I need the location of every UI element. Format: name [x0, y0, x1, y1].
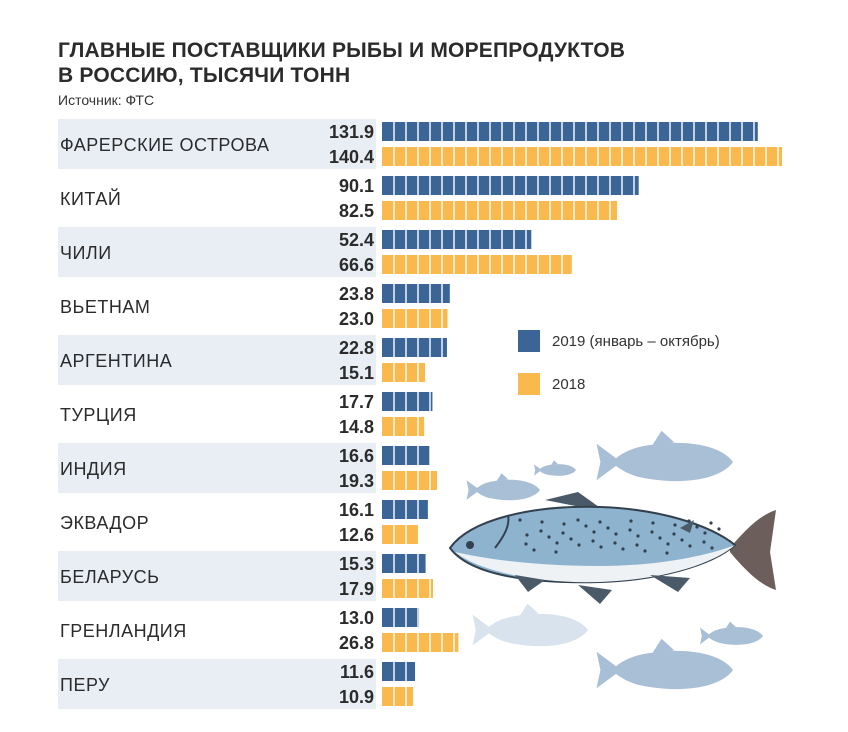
row-band	[58, 659, 376, 709]
bar-2018	[382, 255, 572, 274]
legend-swatch-2018	[518, 373, 540, 395]
value-label: 52.4	[339, 230, 374, 250]
salmon-icon	[448, 492, 776, 604]
value-label: 90.1	[339, 176, 374, 196]
bar-2018	[382, 309, 448, 328]
value-label: 131.9	[329, 122, 374, 142]
value-label: 16.6	[339, 446, 374, 466]
bar-2019	[382, 500, 428, 519]
category-label: ИНДИЯ	[60, 459, 127, 479]
bar-2018	[382, 687, 414, 706]
fish-silhouette-2	[466, 473, 540, 501]
bar-2019	[382, 392, 433, 411]
value-label: 17.9	[339, 579, 374, 599]
value-label: 140.4	[329, 147, 374, 167]
category-label: ЭКВАДОР	[60, 513, 149, 533]
bar-2018	[382, 525, 418, 544]
title-line-1: ГЛАВНЫЕ ПОСТАВЩИКИ РЫБЫ И МОРЕПРОДУКТОВ	[58, 39, 626, 62]
legend-label-2019: 2019 (январь – октябрь)	[552, 332, 720, 350]
source-note: Источник: ФТС	[58, 92, 155, 108]
bar-2019	[382, 608, 420, 627]
value-label: 22.8	[339, 338, 374, 358]
fish-silhouette-3	[534, 460, 576, 476]
value-label: 17.7	[339, 392, 374, 412]
row-band	[58, 227, 376, 277]
chart-rows: ФАРЕРСКИЕ ОСТРОВА КИТАЙ ЧИЛИ ВЬЕТНАМ АРГЕНТИ…	[58, 119, 376, 709]
legend-swatch-2019	[518, 330, 540, 352]
fish-silhouette-6	[700, 621, 763, 645]
bar-2019	[382, 662, 416, 681]
chart-bars: 131.9 140.4 90.1 82.5 52.4 66.6 23.8 23.0 22.8 15…	[329, 122, 782, 707]
value-label: 12.6	[339, 525, 374, 545]
category-label: ЧИЛИ	[60, 243, 112, 263]
bar-2019	[382, 554, 426, 573]
bar-2018	[382, 201, 618, 220]
bar-2018	[382, 417, 425, 436]
value-label: 23.8	[339, 284, 374, 304]
row-band	[58, 119, 376, 169]
bar-2018	[382, 579, 433, 598]
bar-2019	[382, 176, 639, 195]
bar-2018	[382, 147, 782, 166]
value-label: 13.0	[339, 608, 374, 628]
row-band	[58, 335, 376, 385]
category-label: ТУРЦИЯ	[60, 405, 137, 425]
legend-item-2019: 2019 (январь – октябрь)	[518, 330, 720, 352]
row-band	[58, 443, 376, 493]
bar-2018	[382, 471, 437, 490]
value-label: 19.3	[339, 471, 374, 491]
fish-illustration	[448, 430, 776, 690]
category-label: ПЕРУ	[60, 675, 110, 695]
bar-2019	[382, 122, 758, 141]
chart-title: ГЛАВНЫЕ ПОСТАВЩИКИ РЫБЫ И МОРЕПРОДУКТОВ …	[58, 38, 798, 88]
category-label: КИТАЙ	[60, 188, 121, 209]
value-label: 66.6	[339, 255, 374, 275]
legend-label-2018: 2018	[552, 375, 586, 393]
category-label: ВЬЕТНАМ	[60, 297, 150, 317]
value-label: 10.9	[339, 687, 374, 707]
bar-2018	[382, 633, 459, 652]
value-label: 16.1	[339, 500, 374, 520]
value-label: 14.8	[339, 417, 374, 437]
fish-silhouette-5	[596, 638, 733, 690]
row-band	[58, 551, 376, 601]
category-label: ГРЕНЛАНДИЯ	[60, 621, 187, 641]
value-label: 15.1	[339, 363, 374, 383]
title-line-2: В РОССИЮ, ТЫСЯЧИ ТОНН	[58, 64, 351, 87]
fish-silhouette-1	[596, 430, 733, 482]
value-label: 15.3	[339, 554, 374, 574]
value-label: 11.6	[340, 662, 374, 682]
value-label: 23.0	[339, 309, 374, 329]
value-label: 82.5	[339, 201, 374, 221]
category-label: АРГЕНТИНА	[60, 351, 172, 371]
bar-2019	[382, 284, 450, 303]
bar-2019	[382, 338, 447, 357]
legend-item-2018: 2018	[518, 373, 585, 395]
bar-2019	[382, 446, 430, 465]
bar-2019	[382, 230, 532, 249]
value-label: 26.8	[339, 633, 374, 653]
category-label: БЕЛАРУСЬ	[60, 567, 160, 587]
bar-2018	[382, 363, 426, 382]
category-label: ФАРЕРСКИЕ ОСТРОВА	[60, 135, 269, 155]
fish-silhouette-4	[472, 603, 588, 647]
